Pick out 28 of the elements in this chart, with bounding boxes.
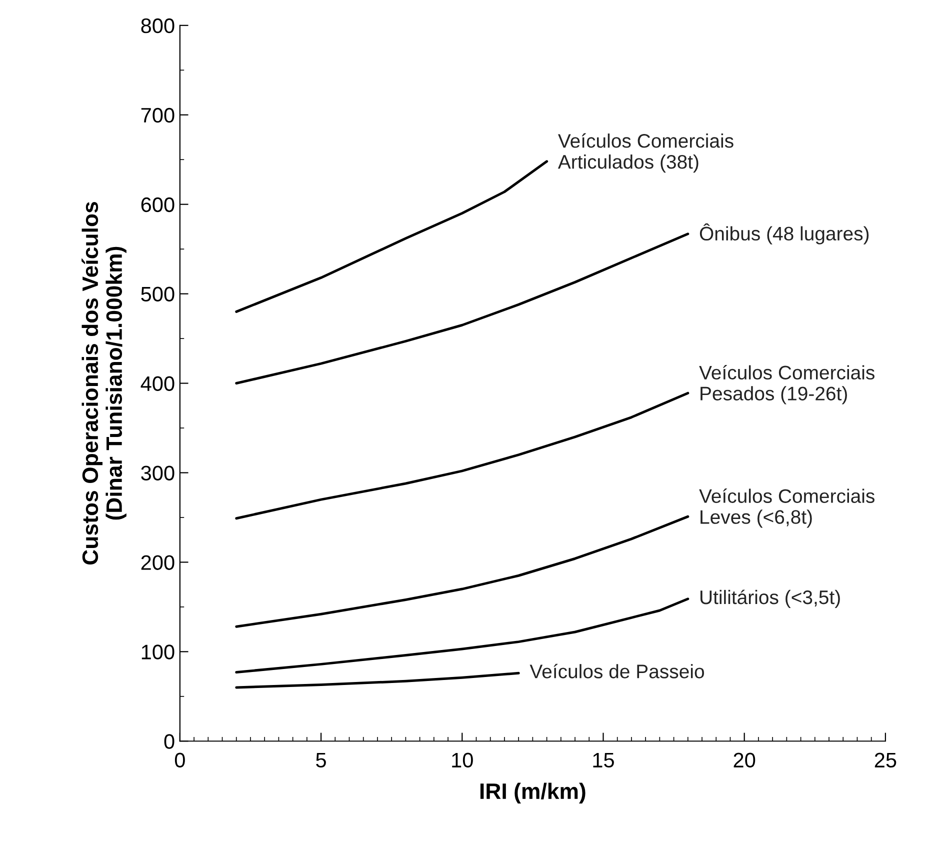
y-tick-label: 100 xyxy=(142,644,174,660)
x-tick-label: 10 xyxy=(452,752,473,768)
series-label: Veículos Comerciais Leves (<6,8t) xyxy=(699,488,874,528)
line-series xyxy=(235,392,690,520)
y-tick-label: 0 xyxy=(164,734,174,749)
line-series xyxy=(235,160,548,313)
series-label: Ônibus (48 lugares) xyxy=(700,223,869,244)
x-tick-label: 0 xyxy=(174,752,185,768)
line-series xyxy=(235,672,520,689)
x-axis-title: IRI (m/km) xyxy=(480,782,586,804)
series-label: Veículos de Passeio xyxy=(530,664,704,678)
y-tick-label: 700 xyxy=(141,108,174,123)
series-label: Utilitários (<3,5t) xyxy=(700,590,840,608)
y-tick-label: 300 xyxy=(141,466,174,480)
series-label: Veículos Comerciais Pesados (19-26t) xyxy=(699,365,874,404)
x-tick-label: 5 xyxy=(316,753,326,768)
y-tick-label: 800 xyxy=(141,18,174,34)
y-tick-label: 600 xyxy=(141,197,174,212)
y-tick-label: 500 xyxy=(141,286,174,302)
series-label: Veículos Comerciais Articulados (38t) xyxy=(558,133,734,173)
x-tick-label: 15 xyxy=(593,753,614,768)
y-tick-label: 200 xyxy=(141,555,174,570)
y-axis-title: Custos Operacionais dos Veículos (Dinar Tunisiano/1.000km) xyxy=(82,202,126,564)
x-tick-label: 20 xyxy=(734,752,756,768)
line-series xyxy=(235,232,690,385)
line-series xyxy=(235,515,690,628)
x-tick-label: 25 xyxy=(874,752,896,768)
y-tick-label: 400 xyxy=(140,376,174,392)
